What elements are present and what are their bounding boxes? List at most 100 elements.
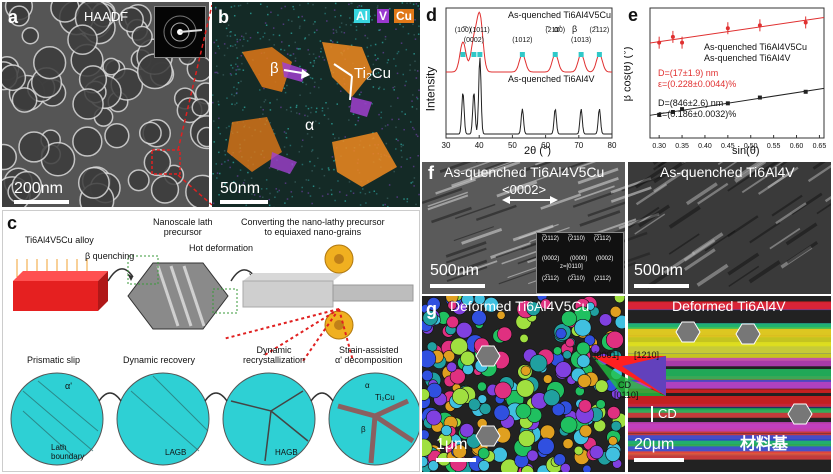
hot-label: Hot deformation [189,243,254,253]
point-e-1-2 [680,107,685,112]
xtick-label-e-1: 0.35 [675,143,689,150]
panel-b: b Al V Cu β Ti₂Cu α 50nm [212,2,420,207]
xlabel-d: 2θ (°) [524,145,552,157]
g-scalebar-right [634,458,684,462]
peak-label-d-1: (0002) [464,37,484,44]
alpha-c-label: α [365,381,370,390]
lagb-label: LAGB [165,448,187,457]
converting-label: Converting the nano-lathy precursor to e… [241,217,385,237]
annot-e-v: ε=(0.186±0.0032)% [658,109,737,119]
f-inset-1: (̅2112) [542,236,559,242]
plot-frame-d [445,7,613,139]
peak-marker-d-1 [471,52,477,57]
saed-inset-f [536,232,624,294]
panel-label-b: b [218,7,229,27]
f-scalebar-bar-left [430,284,485,288]
ipf-1210: [1210] [634,350,660,360]
panel-label-g: g [426,299,437,319]
legend-al: Al [354,9,370,23]
xtick-label-d-2: 50 [508,141,517,150]
wh-chart: 0.30 0.35 0.40 0.45 0.50 0.55 0.60 0.65 [649,7,826,150]
f-scalebar-bar-right [634,284,689,288]
g-right-title: Deformed Ti6Al4V [672,298,786,314]
ipf-cd: CD [618,380,631,390]
g-left-title: Deformed Ti6Al4V5Cu [450,298,590,314]
g-scale-right: 20μm [634,436,675,453]
point-e-1-1 [670,110,675,114]
tem-micrographs [422,162,831,294]
xrd-chart: 30 40 50 60 70 80 (10̅0) (0002) (1011) (1012) (̅21… [442,7,617,150]
point-e-1-0 [657,112,662,117]
f-right-title: As-quenched Ti6Al4V [660,164,795,180]
series-d-1 [446,57,612,135]
series-d-0 [446,11,612,73]
legend-e-2: As-quenched Ti6Al4V [704,53,791,63]
beta-c-label: β [361,425,366,434]
peak-label-d-0: (10̅0) [455,26,471,34]
scalebar-label-a: 200nm [14,180,63,197]
marker-beta: β [572,24,578,34]
panel-label-c: c [7,213,18,233]
ylabel-d: Intensity [423,66,438,112]
peak-marker-d-5 [578,52,584,57]
hagb-label: HAGB [275,448,298,457]
precursor-label: Nanoscale lath precursor [153,217,213,237]
xlabel-e: sin(θ) [732,145,760,157]
peak-marker-d-6 [596,52,602,57]
process-schematic [10,244,419,466]
peak-marker-d-3 [519,52,525,57]
watermark: 材料基 [740,436,789,453]
point-e-0-4 [757,23,762,28]
xtick-label-d-5: 80 [608,141,617,150]
xtick-label-d-4: 70 [574,141,583,150]
legend-d-2: As-quenched Ti6Al4V [508,74,595,84]
xtick-label-e-0: 0.30 [652,143,666,150]
xtick-label-e-2: 0.40 [698,143,712,150]
alpha-label: α [305,117,315,134]
xtick-label-e-3: 0.45 [721,143,735,150]
point-e-1-5 [803,89,808,94]
legend-cu: Cu [394,9,414,23]
xtick-label-e-5: 0.55 [767,143,781,150]
stage-3: Dynamic recrystallization [243,345,306,365]
ipf-0001: [0001] [594,350,620,360]
point-e-0-5 [803,20,808,25]
stage-4: Strain-assisted α' decomposition [335,345,403,365]
plot-frame-e [649,7,825,139]
point-e-0-1 [670,34,675,39]
panel-label-f: f [428,163,434,183]
panel-label-e: e [628,5,639,25]
beta-label: β [270,60,279,77]
legend-v: V [377,9,390,23]
f-inset-9: (2112) [594,276,611,282]
ti2cu-label: Ti₂Cu [354,65,391,82]
stage-1: Prismatic slip [27,355,81,365]
zoom-connector [177,4,213,206]
f-inset-7: (2̅112) [542,276,559,282]
scalebar-label-b: 50nm [220,180,261,197]
ipf-0110: [0110] [614,390,639,400]
stage-2: Dynamic recovery [123,355,196,365]
legend-d-1: As-quenched Ti6Al4V5Cu [508,10,612,20]
f-inset-zone: z=[0110] [560,264,583,270]
xtick-label-e-4: 0.50 [744,143,758,150]
panel-g: g Deformed Ti6Al4V5Cu Deformed Ti6Al4V [… [422,296,831,472]
peak-label-d-5: (1013) [571,37,591,44]
alpha-prime-label: α' [65,381,72,391]
f-inset-2: (̅2110) [568,236,585,242]
f-inset-8: (2̅110) [568,276,585,282]
f-scalebar-right: 500nm [634,262,683,279]
peak-label-d-3: (1012) [512,37,532,44]
point-e-0-2 [680,40,685,45]
marker-alpha: α' [554,24,561,34]
scalebar-b [220,200,268,204]
peak-label-d-6: (2̅112) [590,26,610,34]
panel-f: f As-quenched Ti6Al4V5Cu As-quenched Ti6… [422,162,831,294]
point-e-0-0 [657,40,662,45]
annot-d-v: D=(846±2.6) nm [658,98,724,108]
f-left-title: As-quenched Ti6Al4V5Cu [444,164,605,180]
g-scalebar-left [436,458,476,462]
panel-a: a HAADF 200nm [2,2,209,207]
f-inset-5: (0000) [570,256,588,262]
xtick-label-d-3: 60 [541,141,550,150]
